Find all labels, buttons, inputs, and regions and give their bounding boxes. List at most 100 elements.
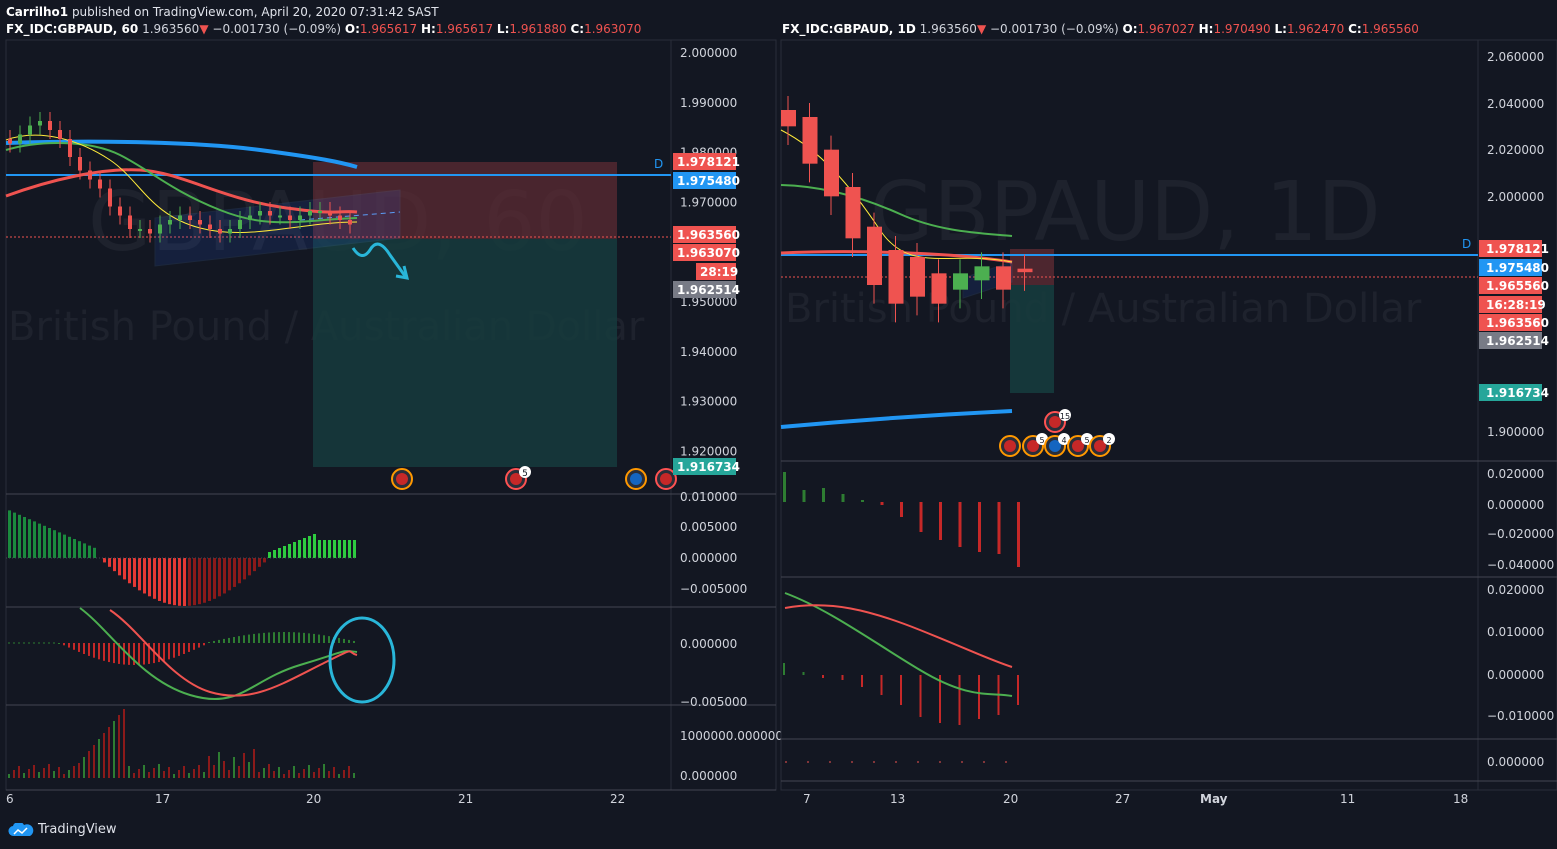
left-osc2-bar	[273, 632, 275, 643]
left-event-flag-au[interactable]	[625, 468, 647, 490]
left-candle[interactable]	[228, 220, 232, 243]
right-price-axis[interactable]: 2.060000 2.040000 2.020000 2.000000 1.900000	[1487, 50, 1544, 439]
right-histogram-osc[interactable]	[783, 472, 1020, 567]
left-candle[interactable]	[118, 197, 122, 225]
left-candle[interactable]	[298, 206, 302, 230]
left-target-zone[interactable]	[313, 239, 617, 467]
right-event-flags[interactable]: 15 5 4 5 2	[999, 409, 1115, 457]
left-drawn-circle[interactable]	[328, 616, 396, 704]
left-volume-bar	[83, 757, 85, 778]
left-candle[interactable]	[68, 130, 72, 166]
left-candle[interactable]	[348, 211, 352, 234]
left-candle[interactable]	[218, 220, 222, 243]
left-candle[interactable]	[148, 220, 152, 243]
right-candles[interactable]	[781, 96, 1033, 323]
left-chart[interactable]: GBPAUD, 60 British Pound / Australian Do…	[5, 39, 783, 806]
left-price-tag: 28:19	[696, 263, 738, 280]
right-candle[interactable]	[824, 135, 839, 215]
left-volume-bar	[78, 763, 80, 778]
left-candle[interactable]	[248, 206, 252, 230]
left-osc1-bar	[53, 530, 56, 558]
left-volume-bar	[43, 768, 45, 778]
left-candle[interactable]	[188, 206, 192, 230]
right-candle[interactable]	[888, 236, 904, 323]
right-time-axis[interactable]: 7 13 20 27 May 11 18	[803, 792, 1468, 806]
left-candle[interactable]	[328, 202, 332, 225]
left-candle[interactable]	[168, 211, 172, 234]
left-candle[interactable]	[98, 170, 102, 198]
left-candle[interactable]	[178, 206, 182, 230]
left-candle[interactable]	[128, 206, 132, 239]
left-candle[interactable]	[28, 116, 32, 144]
left-volume-bar	[173, 774, 175, 778]
left-candle[interactable]	[58, 121, 62, 148]
left-osc1-bar	[28, 519, 31, 558]
left-osc2-bar	[253, 633, 255, 643]
left-volume-bar	[103, 733, 105, 778]
left-event-flag-uk-2[interactable]: 5	[505, 466, 531, 490]
left-volume-bar	[183, 766, 185, 778]
left-histogram-osc[interactable]	[8, 510, 356, 606]
left-candle[interactable]	[18, 125, 22, 153]
left-candles[interactable]	[8, 112, 352, 243]
left-candle[interactable]	[198, 211, 202, 234]
left-candle[interactable]	[288, 206, 292, 230]
left-volume[interactable]	[8, 709, 355, 778]
right-candle[interactable]	[1017, 254, 1033, 291]
right-candle[interactable]	[802, 103, 818, 183]
left-candle[interactable]	[308, 202, 312, 225]
left-candle[interactable]	[338, 206, 342, 230]
left-candle[interactable]	[318, 202, 322, 220]
left-macd-histogram[interactable]	[8, 632, 355, 665]
left-time-axis[interactable]: 6 17 20 21 22	[6, 792, 625, 806]
right-osc1-bar	[822, 488, 825, 502]
left-volume-bar	[98, 739, 100, 778]
right-candle[interactable]	[996, 252, 1011, 309]
left-candle[interactable]	[238, 211, 242, 238]
left-candle[interactable]	[88, 161, 92, 189]
left-candle[interactable]	[48, 112, 52, 139]
left-volume-bar	[323, 764, 325, 778]
right-candle[interactable]	[931, 259, 947, 323]
left-symbol: FX_IDC:GBPAUD, 60	[6, 22, 139, 36]
right-candle[interactable]	[910, 243, 925, 316]
right-chart[interactable]: GBPAUD, 1D British Pound / Australian Do…	[780, 39, 1557, 806]
left-osc2-bar	[213, 640, 215, 643]
svg-text:28:19: 28:19	[700, 265, 738, 279]
right-osc2-bar	[1017, 675, 1019, 705]
left-osc1-bar	[138, 558, 141, 591]
left-volume-bar	[48, 764, 50, 778]
left-candle[interactable]	[138, 220, 142, 238]
left-candle[interactable]	[278, 206, 282, 225]
left-candle[interactable]	[268, 202, 272, 225]
left-candle[interactable]	[78, 148, 82, 180]
svg-text:1.978121: 1.978121	[677, 155, 740, 169]
left-osc2-bar	[228, 637, 230, 643]
right-candle[interactable]	[953, 259, 968, 309]
left-drawn-arrow[interactable]	[351, 242, 407, 277]
left-volume-bar	[313, 772, 315, 778]
left-candle[interactable]	[208, 215, 212, 239]
right-osc1-bar	[1017, 502, 1020, 567]
left-candle[interactable]	[258, 202, 262, 225]
left-candle[interactable]	[158, 215, 162, 243]
tradingview-logo[interactable]: TradingView	[8, 822, 117, 837]
left-event-flag-uk[interactable]	[391, 468, 413, 490]
right-candle[interactable]	[781, 96, 796, 145]
right-candle[interactable]	[845, 173, 861, 257]
left-candle[interactable]	[38, 112, 42, 135]
left-osc2-bar	[148, 643, 150, 664]
right-candle[interactable]	[867, 212, 882, 304]
left-osc1-bar	[38, 523, 41, 558]
left-osc2-bar	[223, 638, 225, 643]
left-event-flag-uk-3[interactable]	[655, 468, 677, 490]
left-osc1-bar	[348, 540, 351, 558]
right-candle[interactable]	[974, 252, 990, 299]
svg-text:22: 22	[610, 792, 625, 806]
left-osc2-bar	[283, 632, 285, 643]
left-candle[interactable]	[108, 179, 112, 216]
left-channel[interactable]	[154, 189, 401, 267]
left-candle[interactable]	[8, 130, 12, 153]
right-target-zone[interactable]	[1010, 285, 1054, 393]
